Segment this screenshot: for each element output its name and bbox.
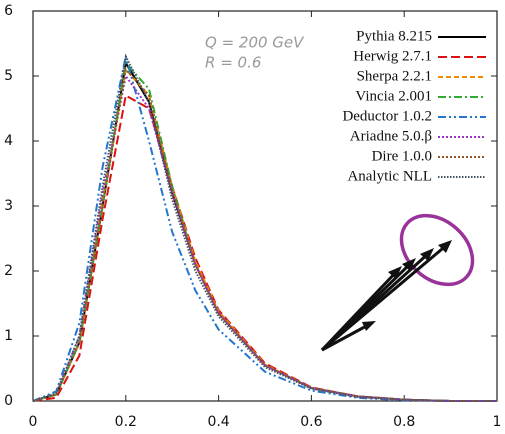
series-line — [32, 93, 497, 402]
legend-label: Analytic NLL — [347, 168, 432, 184]
x-tick-label: 0.8 — [393, 414, 415, 430]
series-line — [32, 67, 497, 402]
arrow-sketch — [320, 213, 475, 352]
legend-label: Deductor 1.0.2 — [342, 108, 432, 124]
y-tick-label: 1 — [4, 328, 13, 344]
series-line — [32, 73, 497, 402]
y-tick-label: 4 — [4, 133, 13, 149]
legend-label: Pythia 8.215 — [356, 28, 432, 44]
y-tick-label: 2 — [4, 263, 13, 279]
y-tick-label: 3 — [4, 198, 13, 214]
x-tick-label: 0.2 — [115, 414, 137, 430]
x-tick-label: 0.6 — [300, 414, 322, 430]
legend-label: Herwig 2.7.1 — [353, 48, 432, 64]
y-tick-label: 5 — [4, 68, 13, 84]
x-tick-label: 1 — [493, 414, 502, 430]
legend-label: Dire 1.0.0 — [372, 148, 432, 164]
y-tick-label: 6 — [4, 3, 13, 19]
legend-label: Ariadne 5.0.β — [350, 128, 432, 144]
annotation: R = 0.6 — [205, 54, 261, 72]
annotation: Q = 200 GeV — [205, 34, 305, 52]
legend-label: Vincia 2.001 — [355, 88, 432, 104]
y-tick-label: 0 — [4, 393, 13, 409]
legend-label: Sherpa 2.2.1 — [357, 68, 432, 84]
x-tick-label: 0 — [29, 414, 38, 430]
series-line — [32, 56, 497, 402]
x-tick-label: 0.4 — [207, 414, 229, 430]
